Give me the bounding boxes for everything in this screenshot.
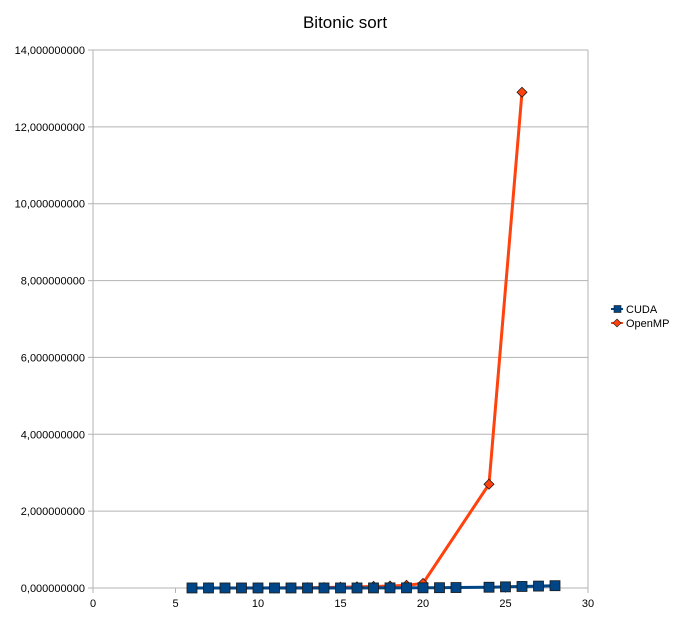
y-tick-label: 14,000000000 [15, 45, 85, 57]
series-line-openmp [192, 92, 524, 590]
data-point-openmp [516, 86, 528, 98]
data-point-cuda [285, 582, 297, 594]
x-tick-label: 10 [252, 598, 264, 610]
y-tick-label: 10,000000000 [15, 199, 85, 211]
x-tick-label: 25 [499, 598, 511, 610]
data-point-cuda [269, 582, 280, 594]
data-point-cuda [351, 582, 363, 594]
chart-title: Bitonic sort [303, 13, 387, 32]
data-point-cuda [203, 582, 214, 594]
data-point-cuda [302, 582, 313, 594]
data-point-cuda [219, 582, 231, 594]
y-tick-label: 6,000000000 [21, 352, 85, 364]
legend-swatch-marker [612, 318, 622, 328]
series-openmp [186, 86, 528, 594]
data-point-cuda [450, 582, 462, 593]
axis-layer: 0,000000000 2,000000000 4,000000000 6,00000… [15, 45, 594, 610]
data-point-cuda [500, 581, 511, 593]
data-point-cuda [401, 582, 412, 594]
legend-swatch-marker [613, 305, 622, 313]
legend-label: CUDA [626, 304, 658, 316]
data-point-openmp [483, 478, 495, 490]
data-point-cuda [434, 582, 445, 594]
data-point-cuda [368, 582, 379, 594]
data-point-cuda [533, 580, 544, 592]
data-point-cuda [335, 582, 346, 594]
y-tick-label: 2,000000000 [21, 506, 85, 518]
y-tick-label: 0,000000000 [21, 583, 85, 595]
data-point-cuda [318, 582, 330, 594]
x-tick-label: 0 [90, 598, 96, 610]
legend-item-cuda: CUDA [611, 304, 658, 316]
x-tick-label: 20 [417, 598, 429, 610]
data-point-cuda [236, 582, 247, 594]
data-point-cuda [186, 582, 198, 594]
data-point-cuda [549, 580, 561, 592]
x-tick-label: 15 [334, 598, 346, 610]
y-tick-label: 4,000000000 [21, 429, 85, 441]
y-tick-label: 12,000000000 [15, 122, 85, 134]
series-cuda [186, 580, 561, 594]
data-point-cuda [252, 582, 264, 594]
series-line-cuda [192, 584, 556, 590]
data-point-cuda [516, 581, 528, 592]
x-tick-label: 30 [582, 598, 594, 610]
data-point-cuda [417, 582, 429, 594]
series-layer [186, 86, 561, 594]
y-tick-label: 8,000000000 [21, 276, 85, 288]
x-tick-label: 5 [172, 598, 178, 610]
data-point-cuda [483, 581, 495, 593]
data-point-cuda [384, 582, 396, 594]
legend-label: OpenMP [626, 318, 669, 330]
legend: CUDA OpenMP [611, 304, 669, 330]
legend-item-openmp: OpenMP [611, 318, 669, 330]
grid-layer [88, 49, 588, 589]
